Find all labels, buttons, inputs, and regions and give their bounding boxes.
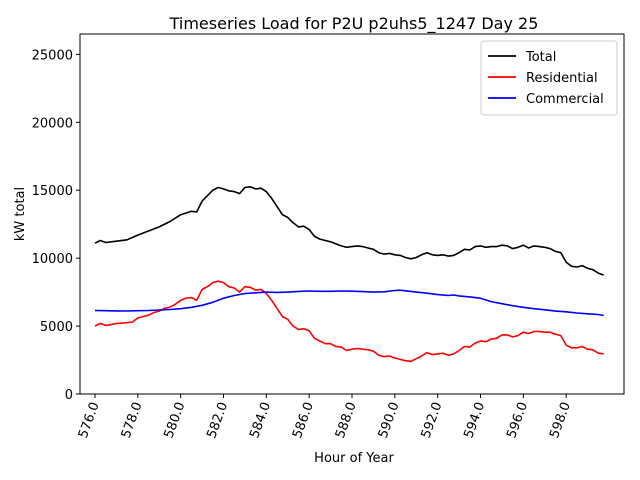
legend-label-total: Total (525, 50, 556, 65)
chart-title: Timeseries Load for P2U p2uhs5_1247 Day … (169, 14, 539, 34)
y-tick-label: 15000 (32, 184, 73, 199)
y-tick-label: 5000 (40, 320, 73, 335)
legend-label-residential: Residential (526, 71, 598, 86)
y-tick-label: 20000 (32, 116, 73, 131)
series-line-total (94, 186, 604, 276)
y-tick-label: 10000 (32, 252, 73, 267)
legend-box (480, 40, 618, 116)
legend: Total Residential Commercial (480, 40, 618, 116)
y-axis: 0 5000 10000 15000 20000 25000 (32, 48, 80, 403)
y-axis-label: kW total (13, 187, 28, 241)
y-tick-label: 25000 (32, 48, 73, 63)
x-axis-label: Hour of Year (314, 451, 394, 466)
series-lines (94, 186, 604, 363)
y-tick-label: 0 (65, 388, 73, 403)
series-line-commercial (94, 289, 604, 317)
series-line-residential (94, 280, 604, 363)
legend-label-commercial: Commercial (526, 92, 604, 107)
